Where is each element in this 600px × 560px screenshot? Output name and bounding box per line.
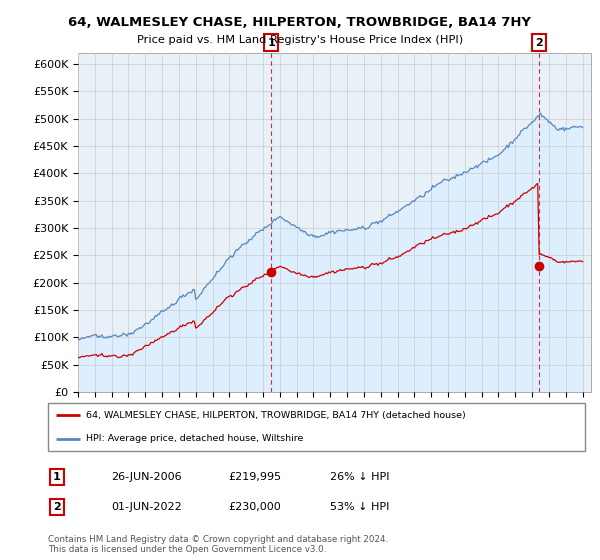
Text: 2: 2 (53, 502, 61, 512)
Text: 64, WALMESLEY CHASE, HILPERTON, TROWBRIDGE, BA14 7HY: 64, WALMESLEY CHASE, HILPERTON, TROWBRID… (68, 16, 532, 29)
Text: 64, WALMESLEY CHASE, HILPERTON, TROWBRIDGE, BA14 7HY (detached house): 64, WALMESLEY CHASE, HILPERTON, TROWBRID… (86, 410, 466, 419)
Text: Price paid vs. HM Land Registry's House Price Index (HPI): Price paid vs. HM Land Registry's House … (137, 35, 463, 45)
Text: £219,995: £219,995 (228, 472, 281, 482)
Text: 53% ↓ HPI: 53% ↓ HPI (330, 502, 389, 512)
Text: 26% ↓ HPI: 26% ↓ HPI (330, 472, 389, 482)
Text: 01-JUN-2022: 01-JUN-2022 (111, 502, 182, 512)
Text: 2: 2 (535, 38, 543, 48)
Text: 1: 1 (53, 472, 61, 482)
Text: £230,000: £230,000 (228, 502, 281, 512)
Text: HPI: Average price, detached house, Wiltshire: HPI: Average price, detached house, Wilt… (86, 435, 303, 444)
Text: 1: 1 (267, 38, 275, 48)
Text: 26-JUN-2006: 26-JUN-2006 (111, 472, 182, 482)
Text: Contains HM Land Registry data © Crown copyright and database right 2024.
This d: Contains HM Land Registry data © Crown c… (48, 535, 388, 554)
